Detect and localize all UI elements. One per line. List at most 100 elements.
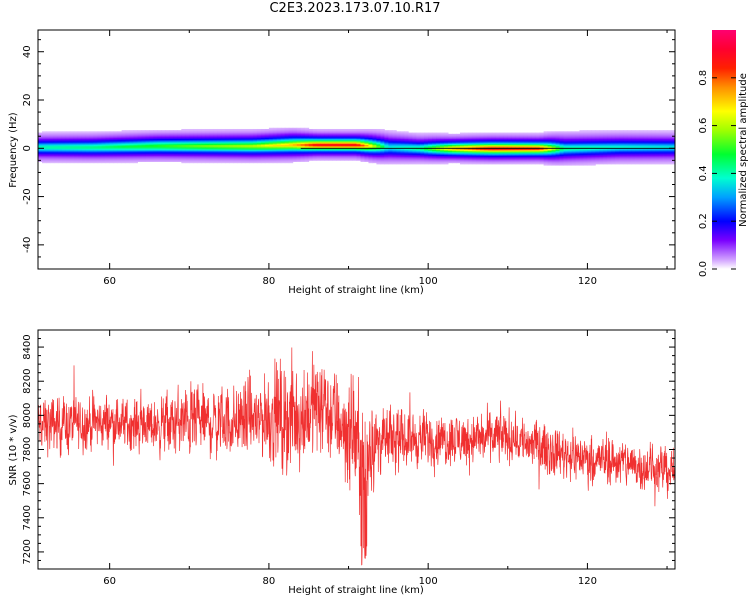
heatmap-cell — [376, 145, 381, 148]
heatmap-cell — [483, 135, 489, 137]
heatmap-cell — [209, 138, 214, 141]
heatmap-cell — [456, 149, 461, 152]
heatmap-cell — [209, 142, 214, 144]
heatmap-cell — [101, 156, 107, 159]
heatmap-cell — [340, 144, 345, 147]
heatmap-cell — [217, 128, 222, 131]
heatmap-cell — [671, 161, 675, 164]
heatmap-cell — [97, 135, 103, 137]
heatmap-cell — [169, 156, 174, 159]
heatmap-cell — [607, 138, 612, 141]
heatmap-cell — [643, 155, 648, 158]
heatmap-cell — [479, 133, 485, 136]
heatmap-cell — [507, 157, 513, 160]
heatmap-cell — [213, 156, 218, 159]
heatmap-cell — [352, 157, 357, 160]
heatmap-cell — [340, 141, 345, 143]
heatmap-cell — [332, 153, 337, 155]
heatmap-cell — [507, 143, 513, 146]
heatmap-cell — [376, 148, 381, 150]
heatmap-cell — [173, 148, 178, 150]
heatmap-cell — [272, 150, 278, 153]
heatmap-cell — [324, 131, 330, 133]
heatmap-cell — [256, 147, 262, 149]
heatmap-cell — [424, 133, 429, 136]
heatmap-cell — [627, 151, 632, 154]
heatmap-cell — [69, 143, 75, 146]
heatmap-cell — [217, 157, 222, 160]
heatmap-cell — [316, 145, 322, 148]
heatmap-cell — [320, 145, 326, 148]
heatmap-cell — [217, 149, 222, 152]
heatmap-cell — [635, 154, 640, 156]
heatmap-cell — [109, 160, 115, 162]
heatmap-cell — [165, 137, 170, 140]
heatmap-cell — [276, 149, 282, 152]
heatmap-cell — [81, 139, 87, 142]
heatmap-cell — [165, 144, 170, 147]
heatmap-cell — [611, 136, 616, 138]
heatmap-cell — [73, 147, 79, 149]
heatmap-cell — [463, 144, 469, 147]
heatmap-cell — [237, 153, 242, 155]
heatmap-cell — [551, 136, 556, 138]
heatmap-cell — [583, 141, 588, 143]
heatmap-cell — [364, 154, 369, 156]
heatmap-cell — [643, 130, 648, 132]
heatmap-cell — [141, 130, 146, 132]
heatmap-cell — [567, 131, 572, 133]
heatmap-cell — [631, 154, 636, 156]
heatmap-cell — [249, 151, 254, 154]
heatmap-cell — [487, 137, 493, 140]
heatmap-cell — [237, 144, 242, 147]
heatmap-cell — [575, 157, 580, 160]
heatmap-cell — [157, 138, 162, 141]
heatmap-cell — [93, 154, 99, 156]
heatmap-cell — [252, 139, 258, 142]
heatmap-cell — [101, 154, 107, 156]
heatmap-cell — [268, 160, 274, 162]
heatmap-cell — [631, 133, 636, 136]
heatmap-cell — [483, 133, 489, 136]
heatmap-cell — [563, 145, 568, 148]
heatmap-cell — [563, 138, 568, 141]
heatmap-cell — [611, 157, 616, 160]
heatmap-cell — [121, 141, 126, 143]
heatmap-cell — [125, 141, 130, 143]
heatmap-cell — [667, 145, 672, 148]
heatmap-cell — [53, 154, 59, 156]
heatmap-cell — [101, 161, 107, 164]
heatmap-cell — [352, 143, 357, 146]
heatmap-cell — [161, 156, 166, 159]
heatmap-cell — [619, 141, 624, 143]
heatmap-cell — [643, 143, 648, 146]
heatmap-cell — [360, 153, 365, 155]
heatmap-cell — [260, 128, 266, 131]
heatmap-cell — [181, 136, 186, 138]
heatmap-cell — [328, 135, 334, 137]
heatmap-cell — [97, 160, 103, 162]
heatmap-cell — [356, 145, 361, 148]
heatmap-cell — [663, 157, 668, 160]
heatmap-cell — [288, 156, 294, 159]
heatmap-cell — [252, 154, 258, 156]
heatmap-cell — [587, 143, 592, 146]
heatmap-cell — [587, 151, 592, 154]
heatmap-cell — [245, 128, 250, 131]
heatmap-cell — [440, 157, 445, 160]
heatmap-cell — [400, 148, 405, 150]
heatmap-cell — [133, 145, 138, 148]
heatmap-cell — [217, 141, 222, 143]
heatmap-cell — [627, 162, 632, 165]
heatmap-cell — [460, 142, 465, 144]
heatmap-cell — [631, 155, 636, 158]
heatmap-cell — [264, 153, 270, 155]
heatmap-cell — [129, 159, 134, 161]
heatmap-cell — [205, 136, 210, 138]
heatmap-cell — [555, 162, 560, 165]
heatmap-cell — [655, 132, 660, 135]
heatmap-cell — [380, 133, 385, 136]
heatmap-cell — [408, 143, 413, 146]
heatmap-cell — [563, 150, 568, 153]
heatmap-cell — [475, 159, 481, 161]
